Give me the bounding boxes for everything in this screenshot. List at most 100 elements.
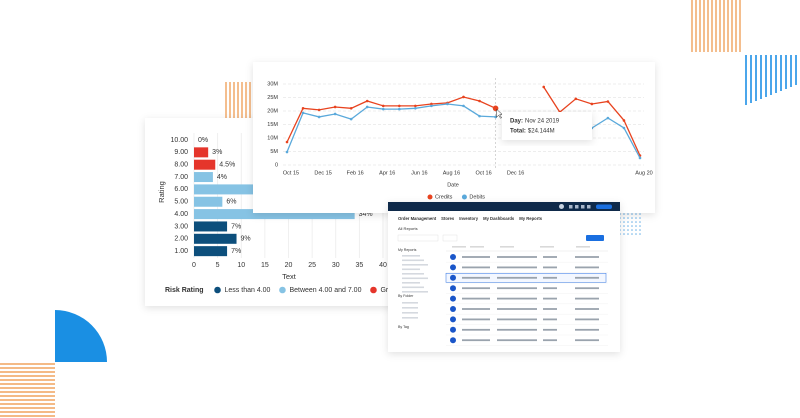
row-text: [497, 308, 537, 310]
tooltip-key: Total:: [510, 129, 526, 135]
row-text: [543, 276, 557, 279]
x-tick-label: 20: [285, 262, 293, 269]
header-button[interactable]: [596, 204, 612, 210]
point: [317, 108, 321, 112]
dot: [623, 217, 625, 219]
bar: [194, 147, 209, 158]
point: [478, 114, 481, 118]
bar: [194, 209, 355, 220]
dot: [631, 233, 633, 235]
row-icon: [450, 337, 456, 344]
y-tick-label: 1.00: [174, 248, 188, 255]
dot: [627, 217, 629, 219]
x-tick-label: 5: [216, 262, 220, 269]
x-tick-label: 0: [192, 262, 196, 269]
row-text: [575, 339, 599, 342]
row-text: [575, 256, 599, 258]
row-text: [462, 308, 490, 310]
x-tick-label: Aug 20: [635, 170, 652, 176]
dot: [623, 213, 625, 215]
legend-label: Debits: [469, 194, 485, 200]
point: [349, 107, 353, 110]
y-tick-label: 8.00: [174, 162, 188, 169]
dot: [623, 225, 625, 227]
bar: [194, 246, 228, 257]
point: [430, 102, 433, 106]
point: [414, 107, 417, 110]
create-button[interactable]: [586, 235, 604, 241]
point: [301, 111, 305, 115]
x-tick-label: Dec 15: [314, 170, 331, 176]
row-text: [575, 287, 599, 290]
nav-item[interactable]: My Dashboards: [483, 216, 515, 221]
sidebar-item: [402, 268, 420, 271]
sidebar-item: [402, 307, 418, 309]
row-icon: [450, 264, 456, 271]
y-tick-label: 15M: [267, 122, 278, 128]
tooltip-value: Nov 24 2019: [525, 119, 560, 125]
nav-item[interactable]: Stores: [441, 216, 455, 221]
x-tick-label: 15: [261, 262, 269, 269]
row-text: [497, 339, 537, 342]
x-tick-label: Dec 16: [507, 170, 524, 176]
column-header: [540, 246, 554, 248]
row-text: [543, 328, 557, 331]
data-label: 3%: [212, 149, 222, 156]
dot: [635, 229, 637, 231]
point: [381, 107, 385, 111]
tooltip-value: $24.144M: [528, 129, 555, 135]
point: [542, 85, 546, 89]
dot: [631, 213, 633, 215]
dot: [631, 225, 633, 227]
tooltip-key: Day:: [510, 119, 523, 125]
row-icon: [450, 326, 456, 333]
point: [622, 126, 626, 130]
sidebar-heading[interactable]: By Folder: [398, 294, 414, 298]
search-box[interactable]: [397, 234, 439, 242]
sidebar-item: [402, 286, 424, 289]
row-text: [497, 328, 537, 331]
x-tick-label: Feb 16: [347, 170, 364, 176]
point: [462, 95, 465, 99]
x-tick-label: 30: [332, 262, 340, 269]
data-label: 9%: [241, 236, 251, 243]
row-text: [575, 308, 599, 310]
nav-item[interactable]: Order Management: [398, 216, 437, 221]
row-icon: [450, 254, 456, 260]
dot: [623, 229, 625, 231]
row-text: [462, 276, 490, 279]
nav-item[interactable]: My Reports: [519, 216, 542, 221]
row-text: [462, 297, 490, 300]
control[interactable]: [442, 234, 458, 242]
row-icon: [450, 295, 456, 302]
row-text: [497, 256, 537, 258]
legend-label: Credits: [435, 194, 453, 200]
dot: [639, 229, 641, 231]
point: [285, 140, 289, 144]
sidebar-heading[interactable]: My Reports: [398, 248, 417, 252]
x-axis-title: Text: [282, 272, 297, 281]
dot: [635, 233, 637, 235]
dot: [631, 217, 633, 219]
row-text: [543, 297, 557, 300]
point: [333, 105, 337, 109]
nav-item[interactable]: Inventory: [459, 216, 479, 221]
y-tick-label: 4.00: [174, 211, 188, 218]
breadcrumb[interactable]: All Reports: [398, 226, 418, 231]
dot: [635, 217, 637, 219]
row-text: [497, 297, 537, 300]
y-tick-label: 0: [275, 162, 278, 168]
legend-swatch: [427, 194, 433, 200]
x-tick-label: 25: [308, 262, 316, 269]
sidebar-item: [402, 259, 424, 262]
quarter-circle: [55, 310, 107, 362]
sidebar-item: [402, 277, 428, 280]
dot: [631, 221, 633, 223]
dot: [627, 213, 629, 215]
tooltip: [502, 112, 592, 140]
header-icon: [581, 205, 585, 209]
data-label: 7%: [231, 248, 241, 255]
sidebar-heading[interactable]: By Tag: [398, 325, 409, 329]
point: [365, 99, 369, 103]
